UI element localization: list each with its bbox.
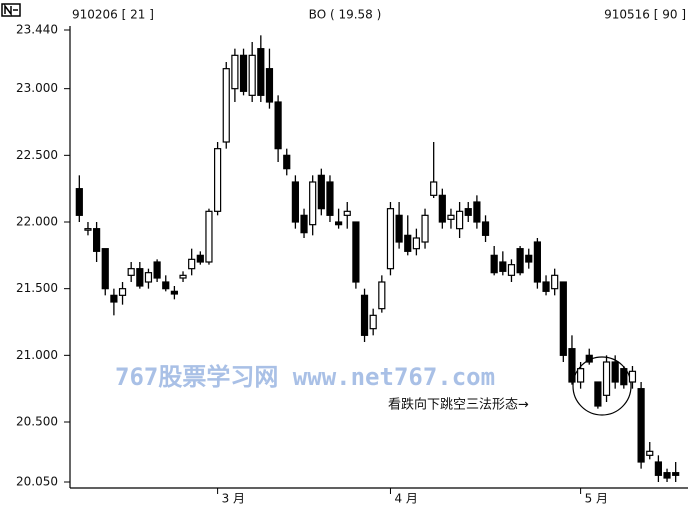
y-tick-label: 22.000 (16, 215, 58, 229)
x-tick-label: 4 月 (394, 492, 417, 506)
candle-body (386, 208, 395, 270)
candle-body (542, 281, 550, 292)
candle-body (118, 288, 127, 296)
candle-body (551, 274, 559, 290)
x-tick-label: 5 月 (585, 492, 608, 506)
watermark: 767股票学习网 www.net767.com (115, 363, 495, 391)
candle-body (456, 210, 464, 230)
logo (1, 3, 21, 17)
candle-body (499, 261, 507, 272)
y-tick-label: 21.500 (16, 281, 58, 295)
y-tick-label: 22.500 (16, 148, 58, 162)
y-tick-label: 23.000 (16, 81, 58, 95)
y-tick-label: 20.050 (16, 475, 58, 489)
candle-body (309, 181, 317, 226)
candle-body (620, 368, 628, 386)
candle-body (412, 237, 420, 250)
header-right: 910516 [ 90 ] (604, 8, 686, 22)
candle-body (369, 314, 377, 330)
candle-body (136, 268, 144, 287)
y-tick-label: 20.500 (16, 415, 58, 429)
x-tick-label: 3 月 (222, 492, 245, 506)
candle-body (637, 388, 645, 463)
candle-body (577, 368, 585, 383)
candle-body (335, 221, 343, 226)
candle-body (602, 361, 611, 396)
candle-body (239, 54, 248, 92)
candle-body (430, 181, 438, 196)
candle-body (214, 148, 222, 212)
candle-body (93, 228, 101, 252)
candle-body (594, 381, 602, 407)
candle-body (101, 248, 109, 290)
candle-body (438, 194, 446, 223)
candle-body (84, 228, 92, 231)
candle-body (421, 214, 429, 243)
candle-body (585, 354, 593, 363)
candle-body (464, 208, 472, 216)
annotation: 看跌向下跳空三法形态→ (388, 397, 529, 413)
candle-body (257, 48, 265, 96)
candle-body (188, 258, 196, 270)
candle-body (360, 294, 369, 336)
candle-body (611, 361, 619, 383)
candle-body (559, 281, 567, 356)
candle-body (533, 241, 541, 283)
candle-body (265, 68, 274, 103)
candle-body (447, 214, 455, 220)
candle-body (568, 348, 576, 383)
candle-body (352, 221, 360, 283)
candle-body (378, 281, 386, 310)
candle-body (300, 214, 308, 234)
candle-body (672, 472, 680, 476)
candle-body (404, 234, 412, 252)
candle-body (291, 181, 299, 223)
highlight-circle (572, 356, 632, 416)
candle-body (326, 181, 334, 216)
candle-body (196, 254, 204, 263)
candle-body (395, 214, 403, 243)
candle-body (516, 248, 524, 274)
candle-body (628, 370, 637, 383)
candle-body (162, 281, 170, 290)
candle-body (654, 461, 662, 476)
y-tick-label: 21.000 (16, 348, 58, 362)
candle-body (170, 290, 178, 295)
candle-body (110, 294, 118, 303)
candle-body (127, 268, 135, 276)
y-tick-label: 23.440 (16, 23, 58, 37)
candle-body (481, 221, 490, 236)
candle-body (663, 472, 671, 479)
candle-body (490, 254, 498, 274)
candle-body (205, 210, 213, 263)
candle-body (274, 101, 282, 150)
candle-body (343, 210, 351, 216)
candle-body (473, 201, 481, 223)
candle-body (507, 264, 516, 276)
candle-body (153, 261, 161, 279)
candle-body (144, 272, 153, 283)
candle-body (231, 54, 239, 90)
candle-body (283, 154, 291, 170)
header-center: BO ( 19.58 ) (309, 8, 382, 22)
candle-body (179, 274, 187, 279)
header-left: 910206 [ 21 ] (72, 8, 154, 22)
candle-body (222, 68, 230, 143)
candle-body (248, 54, 256, 96)
candle-body (646, 450, 654, 456)
candle-body (75, 188, 83, 216)
candle-body (317, 174, 325, 210)
candle-body (525, 254, 533, 263)
